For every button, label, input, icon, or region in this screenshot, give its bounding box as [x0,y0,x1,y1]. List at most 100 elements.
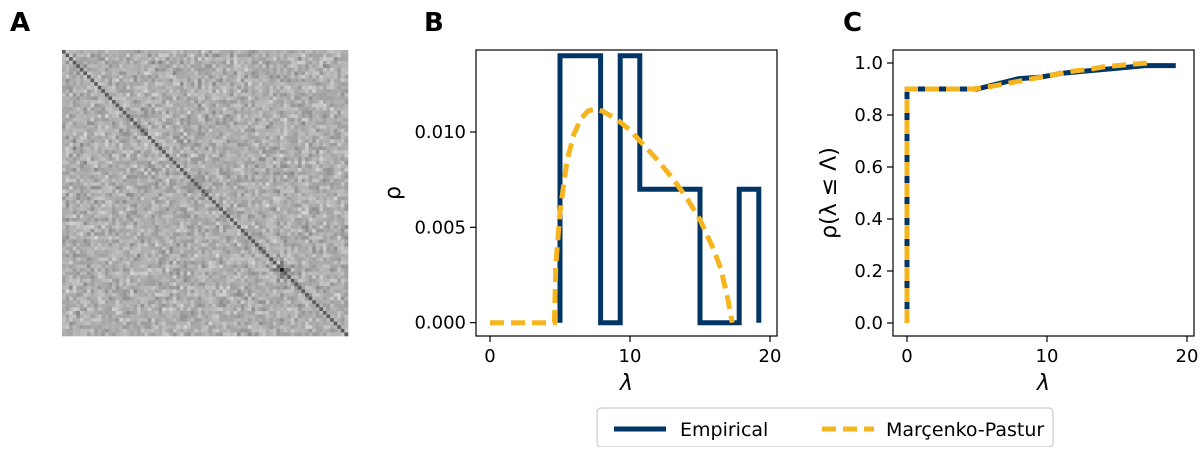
matrix-cell [322,117,327,122]
matrix-cell [344,135,349,140]
matrix-cell [147,185,152,190]
matrix-cell [83,107,88,112]
matrix-cell [201,153,206,158]
matrix-cell [79,57,84,62]
matrix-cell [305,232,309,237]
matrix-cell [240,218,245,222]
matrix-cell [83,246,88,251]
matrix-cell [76,117,81,122]
matrix-cell [290,171,295,176]
matrix-cell [255,103,259,108]
matrix-cell [258,121,263,126]
matrix-cell [83,67,88,72]
matrix-cell [69,50,74,54]
matrix-cell [122,178,127,183]
matrix-cell [162,200,166,205]
matrix-cell [305,218,309,222]
matrix-cell [333,57,338,62]
matrix-cell [97,153,102,158]
matrix-cell [222,153,227,158]
matrix-cell [65,125,70,129]
matrix-cell [201,71,206,76]
matrix-cell [154,207,159,212]
matrix-cell [269,75,274,79]
matrix-cell [194,164,199,169]
matrix-cell [137,243,141,247]
matrix-cell [230,153,234,158]
matrix-cell [255,160,259,165]
matrix-cell [87,182,91,187]
matrix-cell [322,125,327,129]
matrix-cell [140,235,145,240]
matrix-cell [319,196,324,201]
matrix-cell [294,53,299,58]
matrix-cell [297,235,302,240]
matrix-cell [262,60,267,65]
matrix-cell [237,221,242,226]
matrix-cell [176,246,181,251]
matrix-cell [319,89,324,94]
matrix-cell [108,253,113,258]
matrix-cell [315,107,320,112]
matrix-cell [69,71,74,76]
matrix-cell [76,160,81,165]
matrix-cell [69,218,74,222]
matrix-cell [62,271,66,276]
matrix-cell [333,207,338,212]
matrix-cell [126,114,131,119]
matrix-cell [187,178,192,183]
matrix-cell [226,246,231,251]
matrix-cell [72,125,77,129]
matrix-cell [265,103,270,108]
matrix-cell [330,250,335,255]
matrix-cell [187,110,192,115]
matrix-cell [201,92,206,97]
matrix-cell [222,200,227,205]
matrix-cell [283,203,288,208]
matrix-cell [122,257,127,262]
matrix-cell [244,175,249,180]
matrix-cell [119,235,124,240]
matrix-cell [133,139,138,144]
matrix-cell [147,110,152,115]
matrix-cell [183,82,188,87]
matrix-cell [115,128,120,133]
matrix-cell [194,182,199,187]
matrix-cell [240,167,245,172]
matrix-cell [154,64,159,69]
matrix-cell [69,150,74,154]
matrix-cell [258,253,263,258]
matrix-cell [119,196,124,201]
matrix-cell [183,228,188,233]
matrix-cell [201,178,206,183]
matrix-cell [333,160,338,165]
matrix-cell [154,225,159,230]
matrix-cell [255,64,259,69]
matrix-cell [280,193,284,197]
matrix-cell [108,185,113,190]
matrix-cell [319,210,324,215]
matrix-cell [294,67,299,72]
matrix-cell [119,117,124,122]
matrix-cell [340,128,345,133]
matrix-cell [122,243,127,247]
matrix-cell [104,228,109,233]
matrix-cell [340,268,345,272]
matrix-cell [137,146,141,151]
matrix-cell [122,78,127,83]
matrix-cell [237,232,242,237]
matrix-cell [179,185,184,190]
matrix-cell [112,178,116,183]
matrix-cell [280,132,284,137]
matrix-cell [158,107,163,112]
matrix-cell [205,207,209,212]
matrix-cell [237,64,242,69]
matrix-cell [212,107,217,112]
matrix-cell [154,196,159,201]
matrix-cell [176,142,181,147]
matrix-cell [165,78,170,83]
matrix-cell [233,221,238,226]
matrix-cell [137,246,141,251]
matrix-cell [162,232,166,237]
matrix-cell [62,196,66,201]
